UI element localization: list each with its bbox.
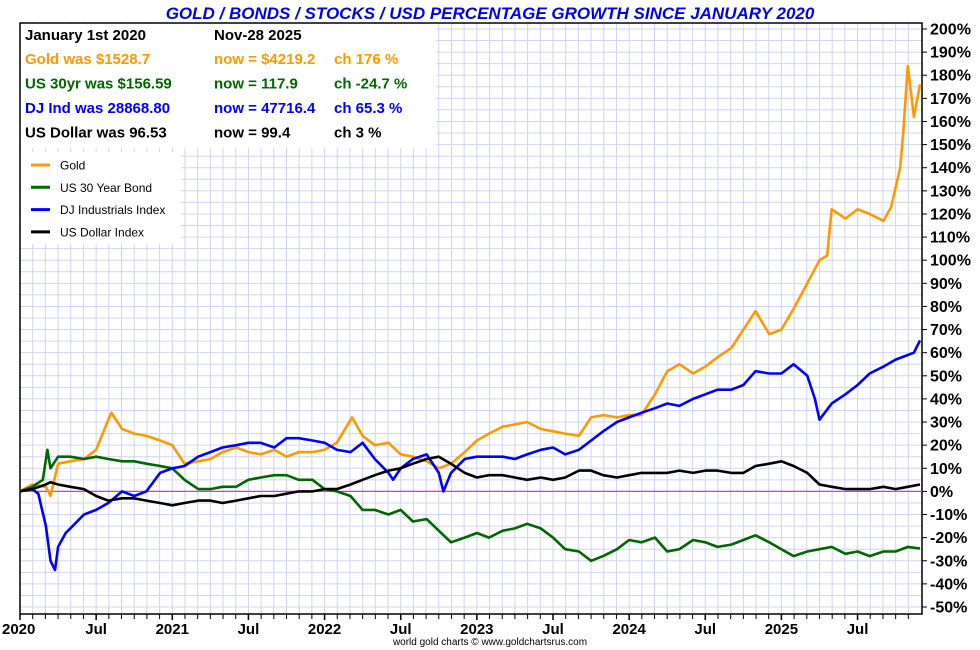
x-tick-label: 2022 [308,621,341,638]
y-tick-label: 30% [930,415,962,432]
info-row-now: now = 99.4 [214,125,291,142]
info-row-change: ch 176 % [334,51,398,68]
x-tick-label: Jul [238,621,260,638]
info-row-label: DJ Ind was 28868.80 [25,100,170,117]
grid [19,23,922,614]
y-tick-label: 170% [930,91,971,108]
legend-label: DJ Industrials Index [60,203,165,217]
series-lines [19,64,922,572]
y-tick-label: 130% [930,183,971,200]
y-tick-label: 0% [930,484,953,501]
x-axis: 2020 Jul 2021 Jul 2022 Jul 2023 Jul 2024 Jul 2025 J… [2,614,909,638]
info-row-now: now = 47716.4 [214,100,316,117]
x-tick-label: Jul [847,621,869,638]
legend-background [21,152,181,244]
x-tick-label: 2021 [156,621,189,638]
info-row-label: Gold was $1528.7 [25,51,150,68]
credit-text: world gold charts © www.goldchartsrus.co… [392,637,587,648]
x-tick-label: 2023 [460,621,493,638]
legend-label: US Dollar Index [60,225,144,239]
y-tick-label: 50% [930,368,962,385]
info-row-change: ch 65.3 % [334,100,402,117]
series-line-dj-industrials-index [19,339,922,572]
y-tick-label: 100% [930,253,971,270]
info-header-start: January 1st 2020 [25,27,146,44]
x-tick-label: Jul [390,621,412,638]
x-tick-label: 2024 [612,621,646,638]
x-tick-label: Jul [694,621,716,638]
info-box-background [21,24,436,148]
series-line-us-30-year-bond [19,448,921,563]
legend-label: US 30 Year Bond [60,181,152,195]
y-tick-label: 10% [930,461,962,478]
info-row-label: US 30yr was $156.59 [25,76,172,93]
y-tick-label: -50% [930,600,967,617]
y-tick-label: -30% [930,553,967,570]
info-row-now: now = $4219.2 [214,51,315,68]
info-row-label: US Dollar was 96.53 [25,125,167,142]
y-tick-label: 60% [930,345,962,362]
y-tick-label: 120% [930,206,971,223]
info-row-change: ch 3 % [334,125,382,142]
y-tick-label: 190% [930,45,971,62]
series-line-us-dollar-index [19,455,921,507]
y-tick-label: 150% [930,137,971,154]
y-axis: 200% 190% 180% 170% 160% 150% 140% 130% 120% 110%… [922,22,971,617]
legend: Gold US 30 Year Bond DJ Industrials Index U… [21,152,181,244]
chart-title: GOLD / BONDS / STOCKS / USD PERCENTAGE G… [166,4,815,23]
info-row-change: ch -24.7 % [334,76,407,93]
x-tick-label: 2025 [765,621,798,638]
legend-label: Gold [60,159,85,173]
y-tick-label: -40% [930,576,967,593]
y-tick-label: 70% [930,322,962,339]
y-tick-label: 160% [930,114,971,131]
plot-frame [19,22,923,615]
info-box: January 1st 2020 Nov-28 2025 Gold was $1… [21,24,436,148]
y-tick-label: -10% [930,507,967,524]
y-tick-label: 140% [930,160,971,177]
y-tick-label: 200% [930,22,971,39]
info-row-now: now = 117.9 [214,76,298,93]
y-tick-label: 40% [930,391,962,408]
x-tick-label: 2020 [2,621,35,638]
x-tick-label: Jul [85,621,107,638]
info-header-date: Nov-28 2025 [214,27,302,44]
y-tick-label: 20% [930,438,962,455]
x-tick-label: Jul [542,621,564,638]
y-tick-label: -20% [930,530,967,547]
y-tick-label: 180% [930,68,971,85]
y-tick-label: 110% [930,230,970,247]
y-tick-label: 90% [930,276,962,293]
series-line-gold [19,64,922,498]
y-tick-label: 80% [930,299,962,316]
